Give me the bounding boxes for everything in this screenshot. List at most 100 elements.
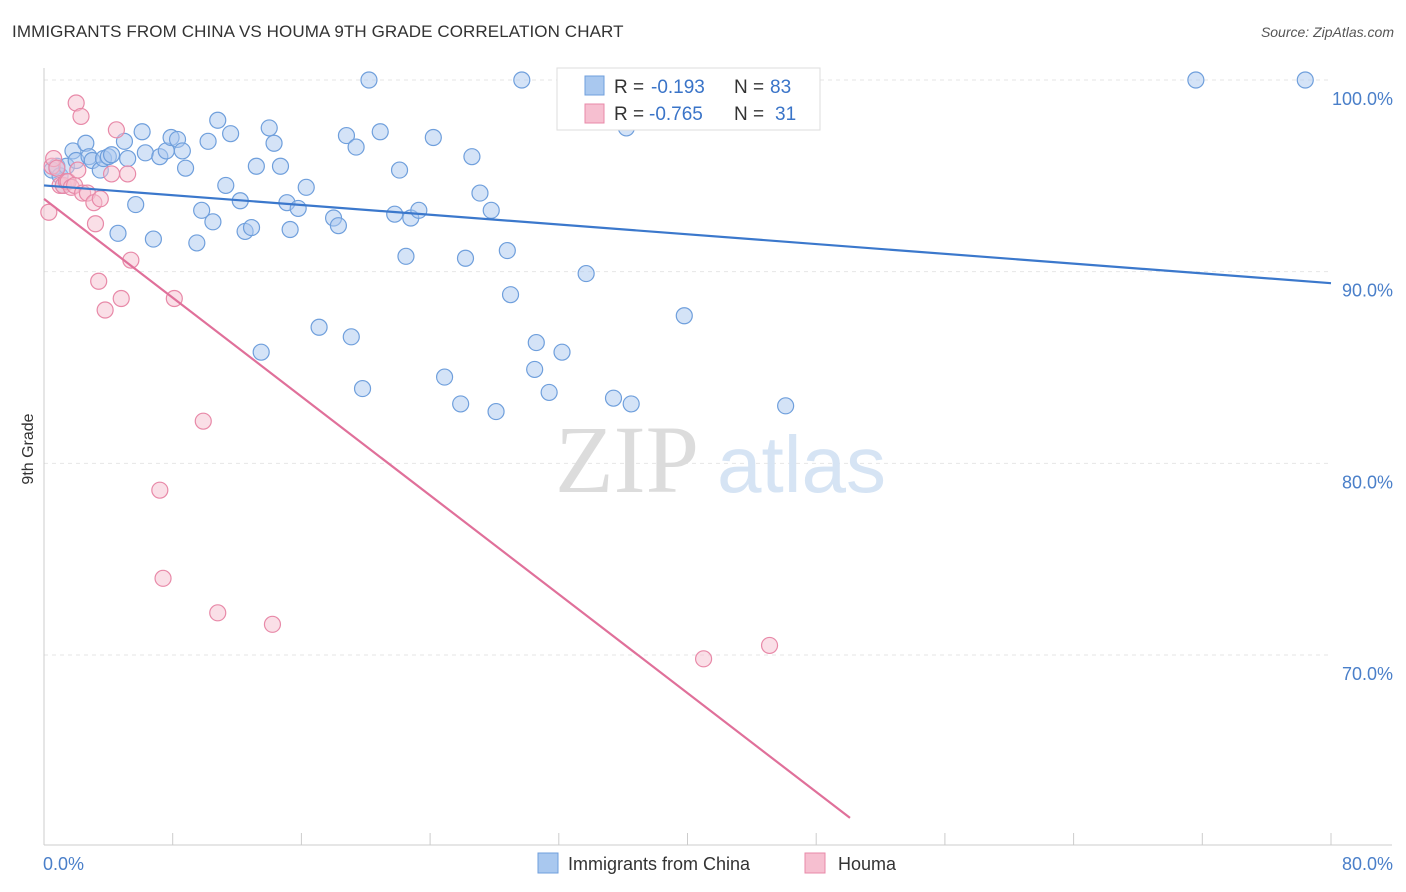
x-tick-label-1: 80.0% <box>1342 854 1393 874</box>
trend-lines <box>43 184 1332 819</box>
point-china <box>176 159 195 177</box>
point-china <box>222 125 240 143</box>
point-china <box>456 249 475 267</box>
stats-swatch-houma <box>584 103 605 124</box>
point-china <box>487 402 505 421</box>
point-china <box>329 217 348 235</box>
stats-r-label-houma: R = <box>614 104 644 125</box>
point-houma <box>90 272 108 290</box>
point-houma <box>102 165 121 183</box>
point-china <box>622 395 640 413</box>
point-china <box>260 119 278 137</box>
point-china <box>136 144 154 162</box>
point-houma <box>72 107 90 126</box>
point-china <box>1296 71 1314 89</box>
point-china <box>471 184 489 202</box>
point-china <box>109 224 127 242</box>
point-houma <box>209 604 227 622</box>
y-tick-label-2: 80.0% <box>1342 472 1393 492</box>
point-china <box>199 132 217 150</box>
point-china <box>102 146 121 164</box>
points-houma <box>40 94 779 668</box>
y-tick-label-3: 70.0% <box>1342 664 1393 684</box>
point-houma <box>112 289 130 308</box>
point-china <box>271 157 290 175</box>
stats-legend: R = -0.193 N = 83 R = -0.765 N = 31 <box>556 67 821 131</box>
point-china <box>281 220 299 239</box>
chart-title: IMMIGRANTS FROM CHINA VS HOUMA 9TH GRADE… <box>12 22 624 41</box>
point-china <box>144 230 162 248</box>
point-china <box>390 161 409 179</box>
point-china <box>173 142 191 160</box>
point-china <box>386 205 404 223</box>
point-china <box>397 247 415 265</box>
stats-r-value-houma: -0.765 <box>649 104 703 125</box>
point-china <box>310 318 328 336</box>
point-houma <box>760 636 779 655</box>
point-china <box>410 201 428 219</box>
watermark-zip: ZIP <box>555 406 699 513</box>
point-china <box>337 126 356 145</box>
point-china <box>188 234 206 252</box>
point-china <box>498 241 516 260</box>
point-houma <box>263 615 282 633</box>
stats-swatch-china <box>584 75 605 96</box>
point-china <box>353 379 372 398</box>
stats-r-value-china: -0.193 <box>651 77 705 98</box>
legend-swatch-china <box>537 852 559 874</box>
point-china <box>553 343 571 361</box>
point-china <box>604 389 623 407</box>
point-china <box>347 138 365 156</box>
point-houma <box>91 190 109 208</box>
point-china <box>204 213 222 231</box>
y-tick-label-1: 90.0% <box>1342 281 1393 301</box>
point-houma <box>694 650 713 668</box>
stats-n-value-houma: 31 <box>775 104 796 125</box>
point-china <box>513 71 531 89</box>
point-houma <box>86 215 105 233</box>
point-china <box>424 128 442 147</box>
legend-label-houma: Houma <box>838 854 897 874</box>
point-china <box>127 195 145 214</box>
point-china <box>371 123 389 141</box>
stats-n-value-china: 83 <box>770 77 791 98</box>
x-tick-label-0: 0.0% <box>43 854 84 874</box>
point-china <box>526 360 544 379</box>
point-china <box>435 368 454 386</box>
point-china <box>119 149 137 168</box>
point-houma <box>151 481 169 499</box>
y-tick-label-0: 100.0% <box>1332 89 1393 109</box>
point-houma <box>48 159 66 177</box>
legend-label-china: Immigrants from China <box>568 854 751 874</box>
point-china <box>252 343 270 361</box>
point-china <box>217 176 235 195</box>
point-houma <box>69 161 87 179</box>
grid-lines <box>44 79 1331 656</box>
point-china <box>265 134 283 152</box>
watermark-atlas: atlas <box>717 420 886 509</box>
watermark: ZIP atlas <box>555 406 886 513</box>
legend-swatch-houma <box>804 852 826 874</box>
legend: Immigrants from China Houma <box>537 852 897 874</box>
point-china <box>193 201 211 219</box>
point-china <box>342 328 360 346</box>
x-tick-labels: 0.0% 80.0% <box>43 854 1393 874</box>
point-china <box>133 123 151 141</box>
y-tick-labels: 100.0% 90.0% 80.0% 70.0% <box>1332 89 1393 684</box>
source-label: Source: ZipAtlas.com <box>1260 24 1394 40</box>
point-houma <box>119 165 137 183</box>
point-china <box>540 383 558 402</box>
point-china <box>297 178 315 196</box>
point-houma <box>40 203 58 221</box>
y-axis-label: 9th Grade <box>20 413 37 484</box>
stats-n-label-houma: N = <box>734 104 764 125</box>
point-china <box>527 333 545 352</box>
trend-line-houma <box>43 197 851 819</box>
point-china <box>463 148 481 166</box>
point-china <box>1187 71 1205 89</box>
point-china <box>777 397 795 415</box>
point-china <box>242 218 261 237</box>
trend-line-china <box>43 184 1332 285</box>
point-china <box>209 111 227 129</box>
